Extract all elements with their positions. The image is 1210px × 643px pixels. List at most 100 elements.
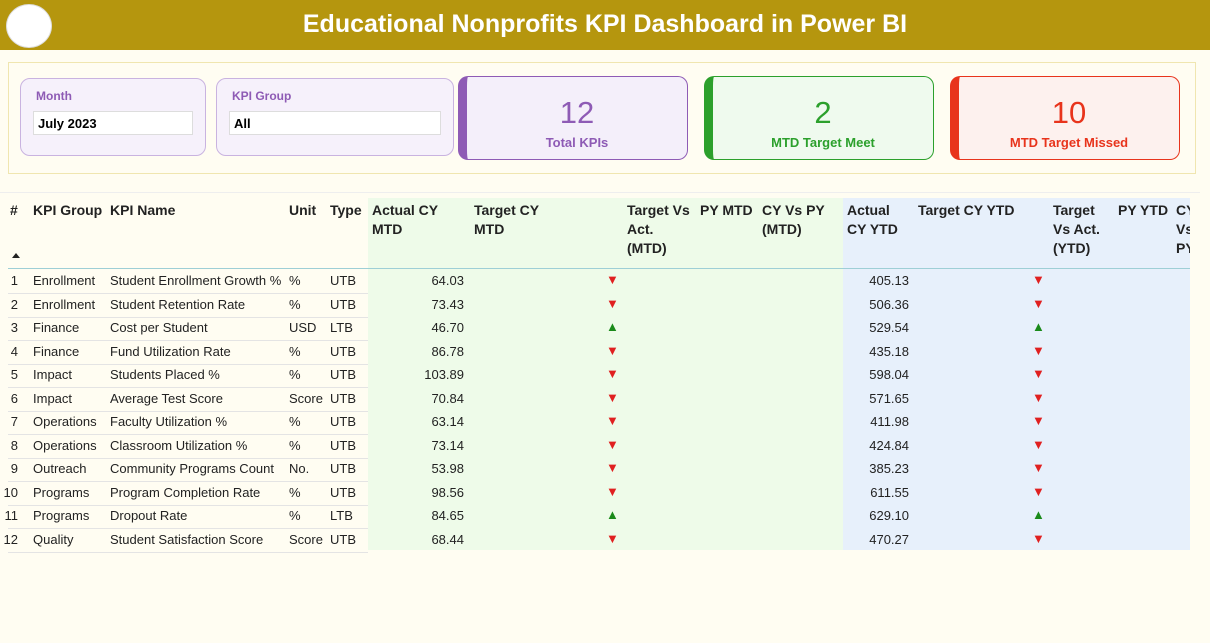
table-cell: % bbox=[289, 414, 301, 429]
status-icon: ▼ bbox=[606, 483, 619, 499]
table-cell: 73.14 bbox=[431, 437, 464, 453]
status-icon: ▼ bbox=[1032, 366, 1045, 381]
table-cell: Impact bbox=[33, 367, 73, 382]
table-cell: Faculty Utilization % bbox=[110, 414, 228, 429]
row-rule bbox=[8, 410, 368, 412]
row-rule bbox=[8, 387, 368, 388]
kpi-card: 12 Total KPIs bbox=[458, 76, 688, 160]
status-icon: ▼ bbox=[1032, 272, 1045, 287]
column-header: Type bbox=[330, 202, 362, 218]
table-cell: UTB bbox=[330, 414, 356, 429]
table-cell: % bbox=[289, 437, 301, 453]
column-header: # bbox=[10, 202, 18, 218]
table-cell: 73.43 bbox=[431, 296, 464, 312]
table-cell: UTB bbox=[330, 296, 356, 312]
table-cell: 1 bbox=[10, 273, 18, 288]
table-cell: Community Programs Count bbox=[110, 461, 274, 476]
column-header: Target CY MTD bbox=[474, 202, 539, 237]
table-cell: % bbox=[289, 508, 301, 523]
table-cell: Quality bbox=[33, 531, 74, 547]
card-label: MTD Target Meet bbox=[771, 135, 875, 150]
status-icon: ▼ bbox=[1032, 413, 1045, 428]
table-cell: 470.27 bbox=[869, 531, 909, 547]
table-cell: Operations bbox=[33, 437, 97, 453]
status-icon: ▼ bbox=[1032, 460, 1045, 475]
table-cell: 68.44 bbox=[431, 531, 464, 547]
row-rule bbox=[8, 528, 368, 529]
table-cell: UTB bbox=[330, 437, 356, 453]
row-rule bbox=[8, 481, 368, 482]
table-cell: UTB bbox=[330, 273, 356, 288]
table-cell: 8 bbox=[10, 437, 18, 453]
card-value: 12 bbox=[559, 95, 595, 130]
column-header: Target Vs Act. (YTD) bbox=[1053, 202, 1100, 256]
status-icon: ▼ bbox=[1032, 483, 1045, 499]
status-icon: ▼ bbox=[1032, 389, 1045, 405]
row-rule bbox=[8, 340, 368, 341]
status-icon: ▲ bbox=[1032, 507, 1045, 522]
status-icon: ▼ bbox=[1032, 530, 1045, 546]
column-header: Actual CY MTD bbox=[372, 202, 438, 237]
status-icon: ▲ bbox=[1032, 319, 1045, 334]
table-cell: 506.36 bbox=[869, 296, 909, 312]
slicer-value[interactable]: July 2023 bbox=[33, 111, 193, 135]
table-cell: Dropout Rate bbox=[110, 508, 188, 523]
table-cell: No. bbox=[289, 461, 310, 476]
logo bbox=[6, 4, 52, 48]
table-cell: Student Enrollment Growth % bbox=[110, 273, 282, 288]
row-rule bbox=[8, 504, 368, 506]
table-cell: 11 bbox=[4, 508, 19, 523]
status-icon: ▼ bbox=[606, 272, 619, 287]
table-cell: 46.70 bbox=[431, 320, 464, 335]
table-cell: 2 bbox=[10, 296, 18, 312]
status-icon: ▼ bbox=[606, 413, 619, 428]
kpi-card: 10 MTD Target Missed bbox=[950, 76, 1180, 160]
table-cell: Student Satisfaction Score bbox=[110, 531, 264, 547]
ytd-band bbox=[843, 198, 1190, 550]
table-cell: % bbox=[289, 367, 301, 382]
table-cell: 64.03 bbox=[431, 273, 464, 288]
slicer[interactable]: Month July 2023 bbox=[20, 78, 206, 156]
table-cell: UTB bbox=[330, 390, 356, 406]
table-cell: 53.98 bbox=[431, 461, 464, 476]
slicer[interactable]: KPI Group All bbox=[216, 78, 454, 156]
column-header: CY Vs PY (YTD) bbox=[1176, 202, 1190, 261]
status-icon: ▼ bbox=[606, 342, 619, 358]
table-cell: 405.13 bbox=[869, 273, 909, 288]
row-rule bbox=[8, 551, 368, 553]
table-cell: UTB bbox=[330, 461, 356, 476]
slicer-value[interactable]: All bbox=[229, 111, 441, 135]
status-icon: ▼ bbox=[606, 436, 619, 452]
table-cell: Outreach bbox=[33, 461, 87, 476]
column-header: PY YTD bbox=[1118, 202, 1169, 218]
card-value: 2 bbox=[814, 95, 832, 130]
table-cell: 10 bbox=[3, 484, 18, 500]
table-cell: 9 bbox=[10, 461, 18, 476]
status-icon: ▲ bbox=[606, 319, 619, 334]
table-cell: Enrollment bbox=[33, 273, 96, 288]
status-icon: ▼ bbox=[606, 366, 619, 381]
table-cell: 4 bbox=[10, 343, 18, 359]
table-cell: 424.84 bbox=[869, 437, 909, 453]
column-header: PY MTD bbox=[700, 202, 753, 218]
table-cell: 435.18 bbox=[869, 343, 909, 359]
status-icon: ▼ bbox=[1032, 342, 1045, 358]
column-header: Target CY YTD bbox=[918, 202, 1015, 218]
table-cell: 84.65 bbox=[431, 508, 464, 523]
table-cell: Cost per Student bbox=[110, 320, 208, 335]
table-cell: 12 bbox=[3, 531, 18, 547]
table-cell: UTB bbox=[330, 367, 356, 382]
column-header: KPI Group bbox=[33, 202, 103, 218]
sort-arrow bbox=[12, 253, 20, 258]
kpi-card: 2 MTD Target Meet bbox=[704, 76, 934, 160]
slicer-label: KPI Group bbox=[232, 89, 292, 103]
row-rule bbox=[8, 316, 368, 318]
row-rule bbox=[8, 363, 368, 365]
row-rule bbox=[8, 293, 368, 294]
table-cell: 411.98 bbox=[870, 414, 909, 429]
slicer-label: Month bbox=[36, 89, 72, 103]
table-cell: Impact bbox=[33, 390, 73, 406]
table-cell: 98.56 bbox=[431, 484, 464, 500]
